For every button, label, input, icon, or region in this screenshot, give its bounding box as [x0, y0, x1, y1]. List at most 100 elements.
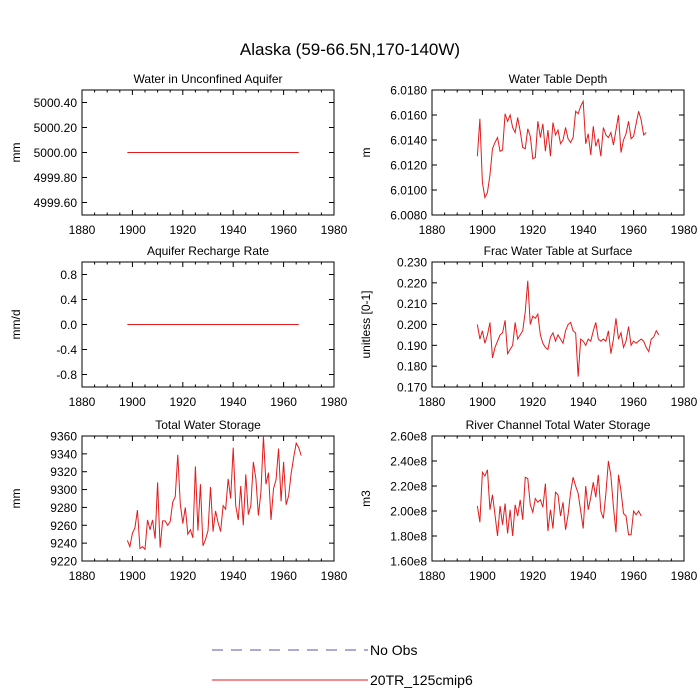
y-axis-label: m: [359, 148, 373, 158]
x-tick-label: 1960: [620, 395, 647, 409]
y-axis-label: mm: [9, 489, 23, 509]
y-tick-label: 2.40e8: [390, 455, 427, 469]
y-axis-label: m3: [359, 490, 373, 507]
x-tick-label: 1920: [169, 569, 196, 583]
x-tick-label: 1960: [620, 569, 647, 583]
y-tick-label: 2.60e8: [390, 430, 427, 444]
y-tick-label: -0.8: [56, 368, 77, 382]
y-tick-label: 0.8: [60, 268, 77, 282]
x-tick-label: 1980: [321, 569, 348, 583]
x-tick-label: 1920: [169, 395, 196, 409]
y-tick-label: 5000.40: [34, 96, 78, 110]
y-tick-label: 0.230: [397, 256, 427, 270]
x-tick-label: 1880: [419, 395, 446, 409]
panel-1: Water in Unconfined Aquifer 1880 1900 1920 1…: [9, 72, 348, 237]
x-tick-label: 1980: [321, 395, 348, 409]
x-tick-label: 1880: [69, 395, 96, 409]
y-tick-label: 6.0180: [390, 84, 427, 98]
panel-title: Aquifer Recharge Rate: [147, 244, 269, 258]
y-tick-label: 2.00e8: [390, 505, 427, 519]
series-line: [476, 460, 642, 537]
y-tick-label: 5000.20: [34, 121, 78, 135]
panel-3: Aquifer Recharge Rate 1880 1900 1920 1940 196…: [9, 244, 348, 409]
y-tick-label: 4999.60: [34, 196, 78, 210]
x-tick-label: 1980: [671, 569, 698, 583]
panel-title: Water Table Depth: [509, 72, 608, 86]
panel-2: Water Table Depth 1880 1900 1920 1940 1960 198…: [359, 72, 698, 237]
y-tick-label: 0.170: [397, 381, 427, 395]
x-tick-label: 1880: [419, 569, 446, 583]
y-tick-label: 0.200: [397, 318, 427, 332]
panel-5: Total Water Storage 1880 1900 1920 1940 1960 1…: [9, 418, 348, 583]
x-tick-label: 1940: [570, 395, 597, 409]
x-tick-label: 1980: [671, 395, 698, 409]
y-axis-label: mm: [9, 143, 23, 163]
x-tick-label: 1980: [671, 223, 698, 237]
x-tick-label: 1980: [321, 223, 348, 237]
y-tick-label: 6.0160: [390, 109, 427, 123]
y-tick-label: 0.4: [60, 293, 77, 307]
series-line: [126, 435, 302, 551]
y-tick-label: 9360: [50, 430, 77, 444]
x-tick-label: 1940: [570, 569, 597, 583]
x-tick-label: 1900: [119, 395, 146, 409]
y-tick-label: 0.190: [397, 339, 427, 353]
y-tick-label: 1.60e8: [390, 555, 427, 569]
y-tick-label: 9220: [50, 555, 77, 569]
panel-title: Water in Unconfined Aquifer: [134, 72, 283, 86]
y-tick-label: 6.0120: [390, 159, 427, 173]
panel-6: River Channel Total Water Storage 1880 190…: [359, 418, 698, 583]
series-line: [476, 99, 647, 200]
x-tick-label: 1900: [119, 223, 146, 237]
legend-no-obs-label: No Obs: [370, 642, 417, 658]
y-tick-label: 9280: [50, 501, 77, 515]
y-tick-label: -0.4: [56, 343, 77, 357]
y-tick-label: 1.80e8: [390, 530, 427, 544]
x-tick-label: 1920: [169, 223, 196, 237]
panel-4: Frac Water Table at Surface 1880 1900 1920 1…: [359, 244, 698, 409]
y-tick-label: 6.0100: [390, 184, 427, 198]
y-tick-label: 9240: [50, 537, 77, 551]
y-tick-label: 9260: [50, 519, 77, 533]
y-tick-label: 0.210: [397, 297, 427, 311]
x-tick-label: 1900: [469, 569, 496, 583]
y-tick-label: 0.220: [397, 276, 427, 290]
x-tick-label: 1900: [469, 395, 496, 409]
x-tick-label: 1880: [69, 223, 96, 237]
y-tick-label: 5000.00: [34, 146, 78, 160]
y-tick-label: 9300: [50, 483, 77, 497]
x-tick-label: 1900: [119, 569, 146, 583]
y-tick-label: 6.0080: [390, 209, 427, 223]
x-tick-label: 1940: [570, 223, 597, 237]
x-tick-label: 1960: [620, 223, 647, 237]
x-tick-label: 1920: [519, 569, 546, 583]
y-tick-label: 9340: [50, 447, 77, 461]
x-tick-label: 1920: [519, 223, 546, 237]
panel-title: River Channel Total Water Storage: [466, 418, 651, 432]
y-tick-label: 0.0: [60, 318, 77, 332]
y-tick-label: 0.180: [397, 360, 427, 374]
panel-title: Frac Water Table at Surface: [484, 244, 633, 258]
y-axis-label: unitless [0-1]: [359, 290, 373, 358]
x-tick-label: 1900: [469, 223, 496, 237]
figure-title: Alaska (59-66.5N,170-140W): [240, 40, 460, 59]
panel-title: Total Water Storage: [155, 418, 261, 432]
y-axis-label: mm/d: [9, 310, 23, 340]
y-tick-label: 9320: [50, 465, 77, 479]
x-tick-label: 1960: [270, 223, 297, 237]
legend: No Obs 20TR_125cmip6: [212, 642, 473, 688]
legend-series-label: 20TR_125cmip6: [370, 672, 473, 688]
y-tick-label: 2.20e8: [390, 480, 427, 494]
panels: Water in Unconfined Aquifer 1880 1900 1920 1…: [9, 72, 698, 583]
y-tick-label: 4999.80: [34, 171, 78, 185]
x-tick-label: 1920: [519, 395, 546, 409]
x-tick-label: 1960: [270, 569, 297, 583]
series-line: [476, 280, 660, 377]
y-tick-label: 6.0140: [390, 134, 427, 148]
x-tick-label: 1880: [419, 223, 446, 237]
x-tick-label: 1940: [220, 395, 247, 409]
x-tick-label: 1940: [220, 569, 247, 583]
x-tick-label: 1960: [270, 395, 297, 409]
x-tick-label: 1940: [220, 223, 247, 237]
